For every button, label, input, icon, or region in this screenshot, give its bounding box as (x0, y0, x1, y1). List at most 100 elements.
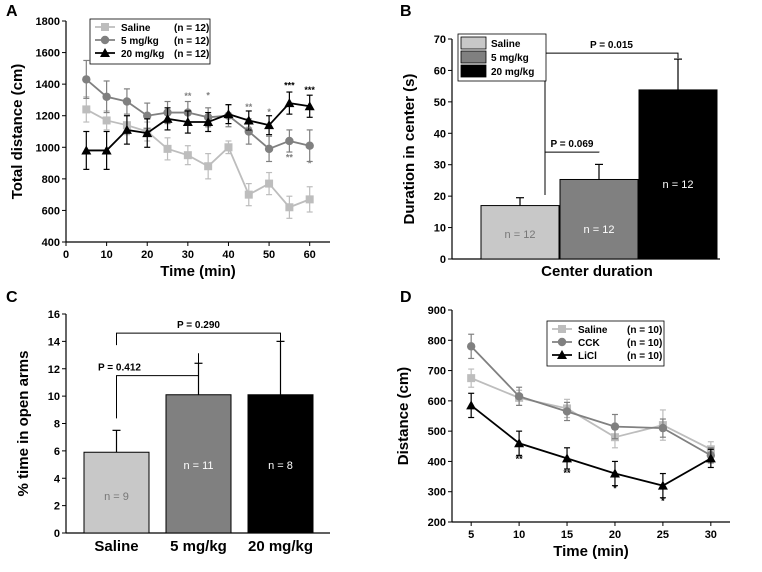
c-significance-bracket (116, 332, 281, 346)
a-data-point-20-mg-kg (81, 145, 92, 155)
d-x-tick-label: 25 (657, 529, 669, 541)
a-data-point-20-mg-kg (121, 124, 132, 134)
a-data-point-5-mg-kg (122, 97, 132, 106)
a-y-tick-label: 400 (42, 237, 60, 249)
a-x-axis-label: Time (min) (160, 263, 236, 280)
a-x-tick-label: 10 (100, 249, 112, 261)
d-y-tick-label: 800 (428, 335, 446, 347)
a-series-line-saline (85, 108, 311, 209)
a-significance-star: *** (304, 85, 315, 95)
a-data-point-saline (82, 105, 91, 114)
b-x-axis-label: Center duration (541, 263, 653, 280)
a-x-tick-label: 30 (182, 249, 194, 261)
b-bar-5-mg-kg (559, 178, 639, 260)
d-x-tick-label: 5 (468, 529, 474, 541)
a-significance-star: *** (284, 81, 295, 91)
c-p-value-label: P = 0.290 (177, 320, 220, 331)
d-legend-n-saline: (n = 10) (627, 325, 662, 336)
c-y-tick-label: 4 (54, 473, 61, 485)
a-data-point-20-mg-kg (243, 115, 254, 125)
b-bar-n-label-saline: n = 12 (505, 229, 536, 241)
c-y-tick-label: 12 (48, 364, 60, 376)
d-x-tick-label: 10 (513, 529, 525, 541)
b-p-value-label: P = 0.069 (551, 139, 594, 150)
b-legend-label-5-mg-kg: 5 mg/kg (491, 53, 529, 64)
d-legend-marker-cck (557, 337, 567, 347)
d-legend-n-cck: (n = 10) (627, 338, 662, 349)
b-y-tick-label: 60 (434, 65, 446, 77)
d-data-point-cck (514, 392, 524, 401)
b-legend: Saline 5 mg/kg 20 mg/kg (457, 33, 547, 82)
d-data-point-cck (658, 423, 668, 433)
d-data-point-licl (705, 453, 716, 463)
panel-d-line-chart: 200 300 400 500 600 700 800 900 5 10 15 20 25 30 Time … (395, 305, 730, 560)
b-bar-saline (480, 205, 560, 260)
a-data-point-20-mg-kg (101, 145, 112, 155)
d-y-tick-label: 400 (428, 456, 446, 468)
a-data-point-20-mg-kg (182, 117, 193, 127)
c-bar-saline (83, 451, 150, 534)
d-legend: Saline (n = 10) CCK (n = 10) LiCl (n = 10) (546, 320, 665, 367)
panel-c-bar-chart: 0 2 4 6 8 10 12 14 16 % time in open arms n = 9 Sal… (15, 309, 330, 555)
a-legend-marker-5-mg-kg (100, 35, 110, 45)
a-legend-label-5-mg-kg: 5 mg/kg (121, 36, 159, 47)
b-y-tick-label: 30 (434, 160, 446, 172)
a-legend-marker-20-mg-kg (100, 48, 110, 57)
c-y-tick-label: 6 (54, 446, 60, 458)
d-y-tick-label: 200 (428, 517, 446, 529)
d-significance-star: ** (516, 454, 524, 464)
b-y-tick-label: 0 (440, 254, 446, 266)
a-data-point-5-mg-kg (285, 136, 294, 146)
b-y-axis-label: Duration in center (s) (401, 74, 418, 225)
a-data-point-5-mg-kg (264, 144, 274, 154)
c-x-tick-label-5-mg-kg: 5 mg/kg (170, 538, 227, 555)
c-y-axis-label: % time in open arms (15, 351, 32, 497)
c-y-tick-label: 16 (48, 309, 60, 321)
b-y-tick-label: 50 (434, 97, 446, 109)
a-y-tick-label: 1000 (36, 142, 60, 154)
d-data-point-licl (657, 480, 668, 490)
c-x-tick-label-saline: Saline (94, 538, 138, 555)
d-data-point-licl (609, 468, 620, 478)
d-data-point-cck (562, 407, 572, 416)
a-legend-marker-saline (101, 23, 109, 31)
d-data-point-licl (466, 400, 477, 410)
a-significance-star: ** (184, 91, 192, 101)
b-legend-swatch-5-mg-kg (460, 50, 487, 64)
a-series-line-5-mg-kg (85, 78, 310, 150)
d-significance-star: * (661, 496, 665, 506)
d-y-tick-label: 700 (428, 366, 446, 378)
a-y-tick-label: 1200 (36, 111, 60, 123)
d-legend-n-licl: (n = 10) (627, 351, 662, 362)
a-data-point-saline (163, 144, 172, 153)
d-data-point-cck (466, 342, 476, 351)
d-data-point-cck (610, 422, 620, 431)
a-y-axis-label: Total distance (cm) (9, 64, 26, 200)
a-data-point-20-mg-kg (203, 117, 214, 127)
a-data-point-saline (102, 116, 111, 125)
panel-label-d: D (400, 289, 412, 306)
b-y-tick-label: 40 (434, 128, 446, 140)
a-significance-star: ** (286, 153, 294, 163)
a-legend-label-20-mg-kg: 20 mg/kg (121, 49, 164, 60)
d-y-tick-label: 600 (428, 396, 446, 408)
d-data-point-licl (562, 453, 573, 463)
a-data-point-20-mg-kg (284, 98, 295, 108)
panel-a-line-chart: 400 600 800 1000 1200 1400 1600 1800 0 10 20 30 40 50… (9, 16, 330, 280)
b-p-value-label: P = 0.015 (590, 40, 633, 51)
a-legend-n-5-mg-kg: (n = 12) (174, 36, 209, 47)
a-data-point-saline (244, 190, 253, 199)
a-y-tick-label: 1600 (36, 48, 60, 60)
a-x-tick-label: 40 (222, 249, 234, 261)
b-legend-swatch-saline (460, 36, 487, 50)
b-bar-n-label-20-mg-kg: n = 12 (663, 179, 694, 191)
a-legend: Saline (n = 12) 5 mg/kg (n = 12) 20 mg/kg (n … (89, 18, 211, 65)
a-legend-n-20-mg-kg: (n = 12) (174, 49, 209, 60)
b-y-tick-label: 20 (434, 191, 446, 203)
a-significance-star: * (267, 107, 271, 117)
a-data-point-saline (285, 203, 294, 212)
c-p-value-label: P = 0.412 (98, 363, 141, 374)
a-data-point-saline (305, 195, 314, 204)
c-y-tick-label: 14 (48, 336, 61, 348)
